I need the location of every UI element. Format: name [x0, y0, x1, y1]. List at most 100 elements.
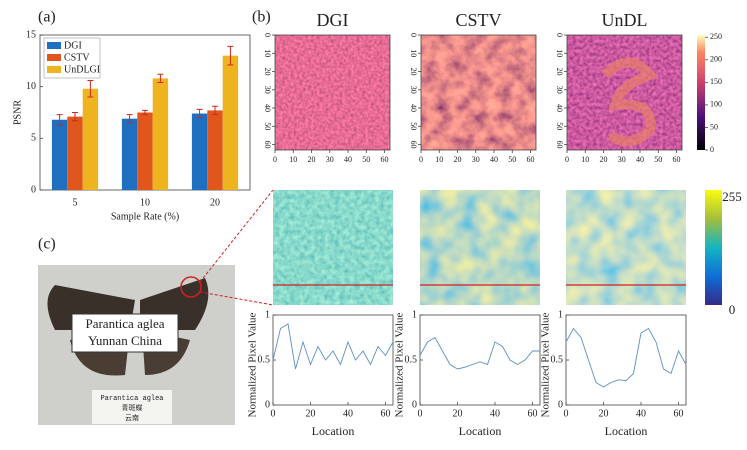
- x-tick-label: 60: [528, 408, 538, 419]
- legend-swatch: [47, 42, 61, 49]
- y-axis-label: Normalized Pixel Value: [540, 312, 552, 417]
- colorbar-label: 150: [710, 77, 722, 86]
- colorbar-label: 50: [710, 122, 718, 131]
- x-tick-label: 0: [419, 155, 423, 164]
- y-tick-label: 0: [409, 33, 418, 37]
- y-tick-label: 0: [412, 399, 417, 410]
- colorbar-label: 100: [710, 100, 722, 109]
- plot-frame: [566, 315, 686, 405]
- y-tick-label: 30: [555, 86, 564, 94]
- legend-label: UnDLGI: [64, 64, 100, 75]
- y-tick-label: 1: [265, 309, 270, 320]
- panel-label: (c): [38, 236, 56, 253]
- legend-label: CSTV: [64, 52, 90, 63]
- card-text: Parantica aglea: [100, 395, 163, 403]
- y-tick-label: 0: [558, 399, 563, 410]
- x-tick-label: 10: [140, 197, 150, 208]
- heatmap-image: [421, 35, 536, 150]
- bar: [207, 110, 222, 190]
- y-tick-label: 0.5: [258, 354, 271, 365]
- y-tick-label: 15: [26, 29, 36, 40]
- y-axis-label: Normalized Pixel Value: [394, 312, 406, 417]
- colorbar-label: 0: [729, 302, 736, 317]
- bar: [192, 114, 207, 190]
- x-tick-label: 20: [453, 408, 463, 419]
- bar: [122, 119, 137, 190]
- plot-frame: [420, 315, 540, 405]
- heatmap-image: [275, 35, 390, 150]
- line: [273, 324, 393, 369]
- x-tick-label: 60: [674, 408, 684, 419]
- bar: [153, 78, 168, 190]
- x-tick-label: 40: [636, 408, 646, 419]
- y-tick-label: 40: [555, 104, 564, 112]
- y-tick-label: 40: [409, 104, 418, 112]
- y-tick-label: 1: [558, 309, 563, 320]
- y-tick-label: 0: [263, 33, 272, 37]
- y-tick-label: 30: [263, 86, 272, 94]
- bar: [52, 120, 67, 190]
- x-tick-label: 20: [306, 408, 316, 419]
- panel-title: UnDL: [602, 10, 648, 30]
- x-tick-label: 40: [490, 408, 500, 419]
- y-tick-label: 5: [31, 133, 36, 144]
- y-tick-label: 1: [412, 309, 417, 320]
- y-tick-label: 0: [555, 33, 564, 37]
- panel-label: (b): [252, 9, 271, 26]
- caption: Yunnan China: [88, 333, 162, 348]
- y-tick-label: 10: [555, 49, 564, 57]
- x-tick-label: 40: [344, 155, 352, 164]
- y-tick-label: 60: [409, 141, 418, 149]
- card-text: 云南: [125, 413, 139, 422]
- bar: [137, 113, 152, 191]
- caption: Parantica aglea: [85, 316, 164, 331]
- x-tick-label: 0: [273, 155, 277, 164]
- plot-frame: [273, 315, 393, 405]
- legend-swatch: [47, 66, 61, 73]
- colorbar: [705, 190, 722, 305]
- y-tick-label: 60: [555, 141, 564, 149]
- y-tick-label: 0.5: [405, 354, 418, 365]
- x-tick-label: 10: [435, 155, 443, 164]
- legend-label: DGI: [64, 40, 82, 51]
- x-tick-label: 20: [308, 155, 316, 164]
- y-tick-label: 0.5: [551, 354, 564, 365]
- x-tick-label: 10: [289, 155, 297, 164]
- line: [566, 329, 686, 388]
- line: [420, 338, 540, 370]
- x-tick-label: 30: [472, 155, 480, 164]
- panel-label: (a): [38, 9, 56, 26]
- x-tick-label: 50: [508, 155, 516, 164]
- colorbar-label: 250: [710, 32, 722, 41]
- x-tick-label: 60: [381, 408, 391, 419]
- y-tick-label: 50: [555, 122, 564, 130]
- x-tick-label: 60: [673, 155, 681, 164]
- x-tick-label: 20: [600, 155, 608, 164]
- x-tick-label: 20: [454, 155, 462, 164]
- colorbar: [697, 35, 705, 150]
- colorbar-label: 0: [710, 145, 714, 154]
- x-tick-label: 60: [381, 155, 389, 164]
- y-tick-label: 20: [409, 68, 418, 76]
- colorbar-label: 255: [722, 189, 742, 204]
- x-tick-label: 40: [343, 408, 353, 419]
- image: [273, 190, 393, 305]
- x-tick-label: 0: [418, 408, 423, 419]
- x-tick-label: 20: [599, 408, 609, 419]
- x-tick-label: 30: [326, 155, 334, 164]
- x-tick-label: 0: [565, 155, 569, 164]
- figure: (a) (b) (c) Parantica aglea Yunnan China…: [0, 0, 747, 450]
- x-tick-label: 50: [654, 155, 662, 164]
- bar: [83, 89, 98, 190]
- y-tick-label: 50: [409, 122, 418, 130]
- bar: [223, 56, 238, 190]
- x-axis-label: Location: [312, 424, 355, 438]
- y-axis-label: Normalized Pixel Value: [247, 312, 259, 417]
- x-axis-label: Sample Rate (%): [111, 211, 179, 222]
- x-tick-label: 50: [362, 155, 370, 164]
- y-tick-label: 40: [263, 104, 272, 112]
- y-axis-label: PSNR: [12, 100, 23, 125]
- x-tick-label: 0: [564, 408, 569, 419]
- panel-title: DGI: [317, 10, 349, 30]
- legend-swatch: [47, 54, 61, 61]
